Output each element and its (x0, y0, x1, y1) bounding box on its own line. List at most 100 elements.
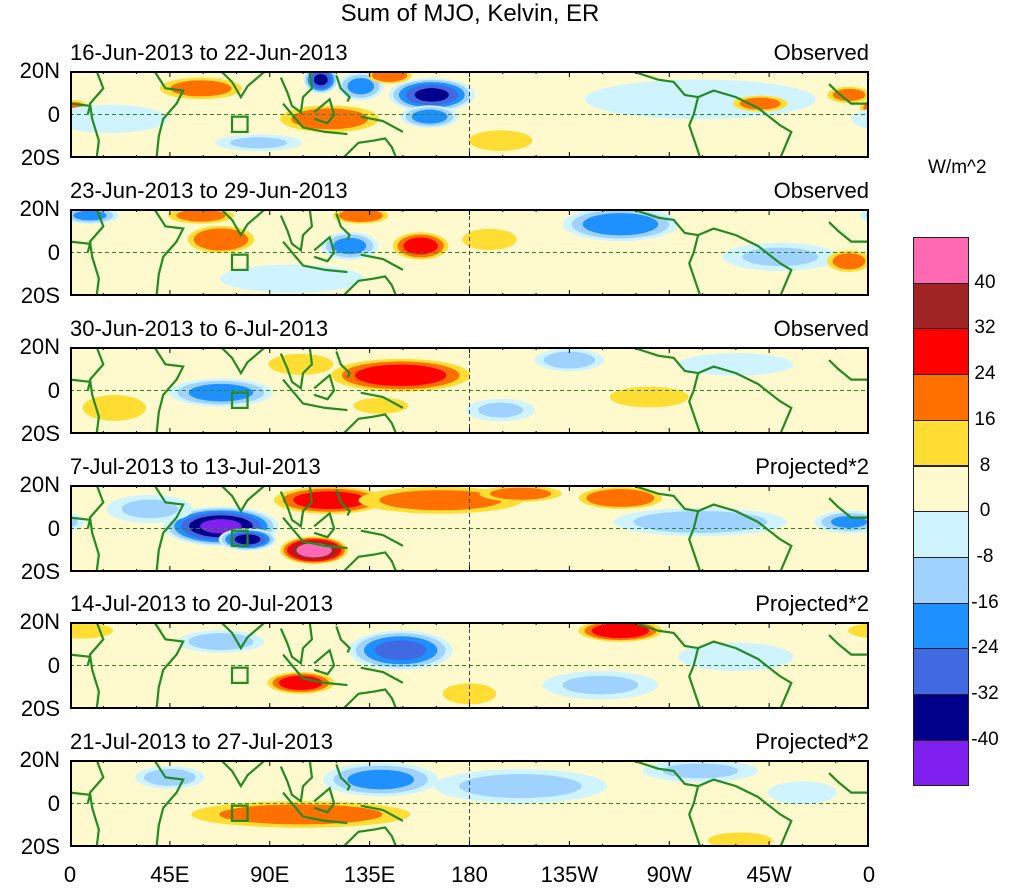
coastline (279, 622, 314, 666)
coastline (697, 227, 793, 296)
anomaly-contour (355, 364, 447, 387)
region-box (230, 253, 249, 271)
anomaly-contour (296, 543, 332, 558)
coastline (631, 622, 702, 709)
lon-tick-label: 45E (150, 862, 190, 887)
coastline (70, 653, 92, 666)
lat-tick-label: 20N (19, 609, 60, 634)
coastline (313, 511, 336, 539)
coastline (282, 653, 348, 687)
coastline (282, 378, 348, 412)
coastline (828, 634, 869, 656)
coastline (220, 622, 267, 651)
coastline (313, 97, 336, 125)
coastline (335, 488, 351, 516)
lat-tick-label: 0 (47, 515, 60, 541)
coastline (313, 786, 336, 814)
coastline (335, 625, 351, 653)
anomaly-contour (414, 88, 449, 102)
coastline (828, 359, 869, 381)
anomaly-contour (459, 774, 582, 799)
coastline (342, 826, 398, 847)
colorbar-level-label: -32 (971, 683, 999, 704)
lon-tick-label: 135E (343, 862, 396, 887)
anomaly-contour (293, 491, 367, 510)
coastline (153, 347, 185, 434)
anomaly-contour (338, 209, 383, 223)
coastline (697, 89, 793, 158)
anomaly-contour (193, 228, 249, 251)
anomaly-contour (851, 108, 869, 130)
anomaly-contour (374, 640, 427, 661)
coastline (220, 485, 267, 514)
lon-tick-label: 180 (451, 862, 488, 887)
colorbar-level-label: -40 (971, 728, 999, 750)
lat-tick-label: 0 (47, 790, 60, 816)
colorbar-swatch (913, 694, 969, 741)
lat-tick-label: 20N (19, 747, 60, 772)
coastline (360, 666, 404, 684)
coastline (88, 347, 105, 434)
anomaly-contour (832, 253, 866, 270)
coastline (279, 760, 314, 804)
colorbar-level-label: 16 (974, 408, 996, 430)
colorbar-level-label: -8 (976, 545, 994, 567)
coastline (828, 83, 869, 105)
lat-tick-label: 20S (20, 559, 60, 584)
coastline (220, 760, 267, 789)
coastline (282, 240, 348, 274)
coastline (153, 209, 185, 296)
anomaly-contour (591, 623, 650, 639)
colorbar-swatch (913, 237, 969, 284)
lon-tick-label: 0 (63, 862, 77, 887)
region-box (230, 115, 249, 133)
coastline (335, 74, 351, 102)
panel-status-label: Observed (773, 316, 869, 341)
panel-frame (70, 760, 869, 847)
coastline (70, 516, 92, 529)
anomaly-field (70, 71, 869, 152)
panel-frame (70, 485, 869, 572)
coastline (88, 209, 105, 296)
coastline (70, 240, 92, 253)
anomaly-contour (832, 88, 866, 101)
anomaly-contour (411, 109, 448, 124)
colorbar-level-label: 8 (979, 454, 991, 476)
region-box (230, 391, 249, 409)
anomaly-contour (353, 397, 408, 414)
panel-frame (70, 209, 869, 296)
anomaly-contour (170, 80, 232, 97)
region-box (230, 529, 249, 547)
colorbar-swatch (913, 602, 969, 650)
map-panel-1 (70, 71, 869, 158)
lat-tick-label: 20S (20, 145, 60, 170)
anomaly-contour (848, 623, 869, 639)
anomaly-contour (462, 228, 517, 251)
coastline (342, 413, 398, 434)
panel-status-label: Projected*2 (755, 454, 869, 479)
anomaly-field (70, 622, 869, 705)
coastline (631, 485, 702, 572)
anomaly-contour (609, 386, 689, 408)
coastline (697, 365, 793, 434)
coastline (360, 115, 404, 133)
panel-status-label: Projected*2 (755, 591, 869, 616)
map-panel-2 (70, 209, 869, 296)
anomaly-contour (489, 487, 552, 500)
lat-tick-label: 20N (19, 334, 60, 359)
map-panel-4 (70, 485, 869, 572)
anomaly-contour (562, 675, 639, 695)
anomaly-contour (830, 516, 868, 528)
coastline (282, 102, 348, 136)
colorbar-swatch (913, 419, 969, 467)
lon-tick-label: 45W (746, 862, 792, 887)
anomaly-contour (767, 781, 838, 804)
coastline (220, 209, 267, 238)
colorbar-level-label: -24 (971, 637, 999, 659)
coastline (153, 485, 185, 572)
panel-status-label: Projected*2 (755, 729, 869, 754)
anomaly-contour (586, 489, 655, 507)
coastline (88, 485, 105, 572)
coastline (279, 71, 314, 115)
colorbar-swatch (913, 328, 969, 376)
